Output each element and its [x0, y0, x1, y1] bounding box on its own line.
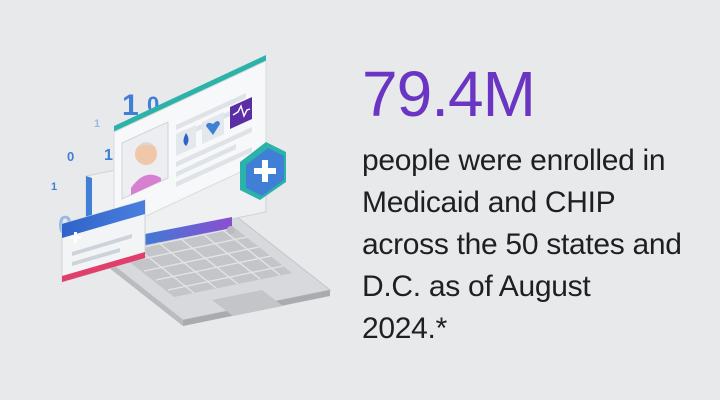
stat-block: 79.4M people were enrolled in Medicaid a… — [362, 58, 702, 350]
heart-icon — [202, 112, 224, 144]
digit: 1 — [122, 89, 139, 122]
water-drop-icon — [176, 125, 196, 156]
patient-profile-icon — [121, 121, 169, 200]
laptop-illustration: 1 0 1 1 0 1 1 0 — [51, 55, 332, 326]
id-card-icon — [61, 199, 146, 283]
heart-rate-icon — [230, 97, 252, 129]
digit: 1 — [94, 118, 100, 130]
digit: 0 — [67, 149, 74, 164]
screen-gradient-bar — [140, 217, 232, 246]
digit: 1 — [51, 181, 57, 193]
digit: 1 — [104, 147, 113, 164]
medical-cross-icon — [240, 142, 286, 200]
trackpad — [212, 290, 283, 316]
enrollment-caption: people were enrolled in Medicaid and CHI… — [362, 144, 682, 345]
app-window — [113, 55, 267, 232]
enrollment-figure: 79.4M — [362, 58, 536, 130]
